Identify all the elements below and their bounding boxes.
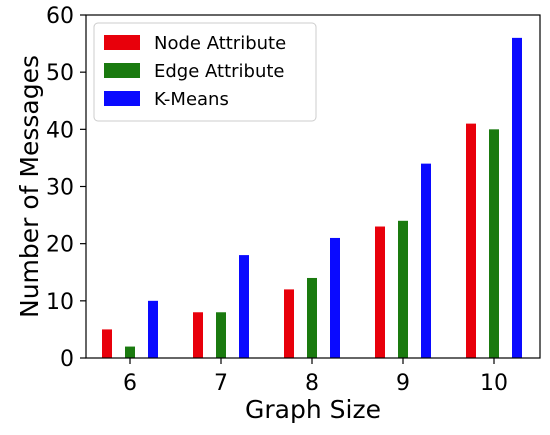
y-tick-label-30: 30: [46, 176, 74, 201]
ticks-group: 0 10 20 30 40 50 60 6 7 8 9 10: [46, 4, 508, 396]
y-tick-label-50: 50: [46, 61, 74, 86]
bar-k-means-8: [330, 237, 340, 358]
x-tick-label-8: 8: [305, 371, 319, 396]
legend: Node Attribute Edge Attribute K-Means: [93, 22, 317, 122]
bar-edge-attribute-8: [307, 277, 317, 358]
y-tick-label-60: 60: [46, 4, 74, 29]
legend-label-edge-attribute: Edge Attribute: [154, 61, 285, 82]
bar-k-means-6: [148, 300, 158, 358]
y-axis-label: Number of Messages: [15, 55, 44, 318]
bar-k-means-10: [512, 37, 522, 358]
x-tick-label-7: 7: [214, 371, 228, 396]
legend-label-k-means: K-Means: [154, 89, 229, 110]
legend-swatch-k-means: [104, 91, 140, 106]
legend-swatch-node-attribute: [104, 35, 140, 50]
x-axis-label: Graph Size: [245, 395, 381, 424]
bar-node-attribute-7: [193, 312, 203, 358]
bar-node-attribute-9: [375, 226, 385, 358]
bar-edge-attribute-10: [489, 129, 499, 358]
bar-edge-attribute-7: [216, 312, 226, 358]
x-tick-label-10: 10: [480, 371, 508, 396]
legend-swatch-edge-attribute: [104, 63, 140, 78]
bar-edge-attribute-9: [398, 220, 408, 358]
bar-node-attribute-8: [284, 289, 294, 358]
bar-k-means-9: [421, 163, 431, 358]
legend-box: [93, 22, 317, 122]
bar-node-attribute-6: [102, 329, 112, 358]
y-tick-label-10: 10: [46, 290, 74, 315]
bar-edge-attribute-6: [125, 346, 135, 358]
bar-node-attribute-10: [466, 123, 476, 358]
bar-k-means-7: [239, 255, 249, 358]
y-tick-label-40: 40: [46, 118, 74, 143]
y-tick-label-0: 0: [60, 347, 74, 372]
x-tick-label-6: 6: [123, 371, 137, 396]
y-tick-label-20: 20: [46, 233, 74, 258]
bars-group: [102, 37, 522, 358]
legend-label-node-attribute: Node Attribute: [154, 33, 286, 54]
x-tick-label-9: 9: [396, 371, 410, 396]
